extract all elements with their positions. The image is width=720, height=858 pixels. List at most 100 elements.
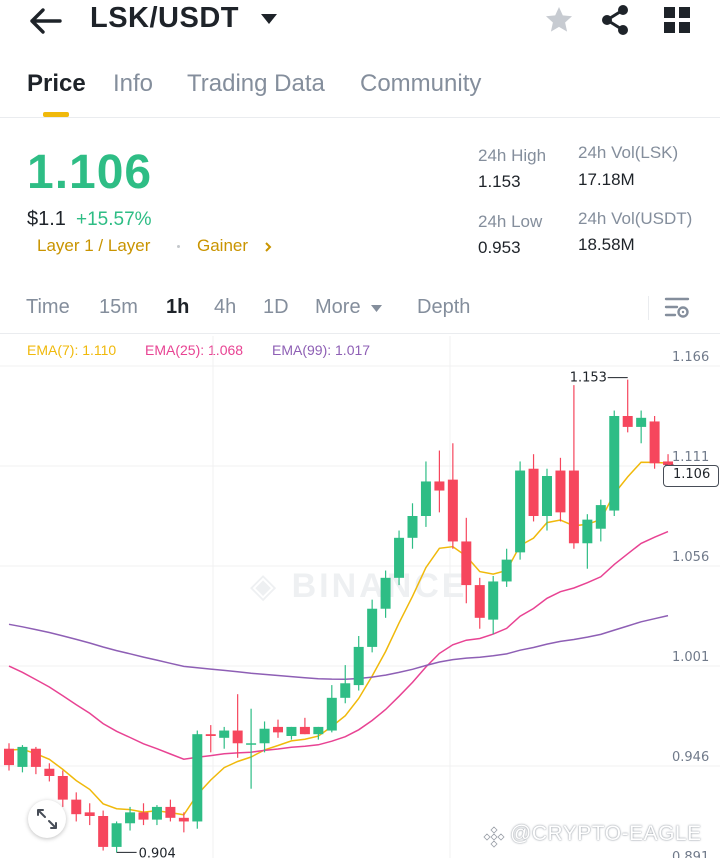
candle-body	[595, 505, 606, 529]
candle-body	[353, 646, 364, 686]
watermark-binance: ◈ BINANCE	[250, 567, 468, 605]
candle-body	[407, 516, 418, 538]
candle-body	[649, 421, 660, 464]
watermark-logo-icon	[483, 826, 505, 848]
candle-body	[434, 481, 445, 491]
candle-body	[394, 537, 405, 578]
candle-body	[4, 748, 14, 766]
tag-gainer[interactable]: Gainer	[197, 236, 249, 255]
low-value: 0.953	[478, 238, 521, 257]
star-icon[interactable]	[543, 4, 575, 36]
last-price: 1.106	[27, 146, 153, 199]
interval-4h[interactable]: 4h	[214, 296, 237, 318]
active-tab-indicator	[43, 112, 69, 117]
candle-body	[138, 812, 149, 820]
y-axis-tick-label: 0.946	[672, 750, 709, 765]
y-axis-tick-label: 0.891	[672, 850, 709, 858]
ema25-line	[8, 530, 669, 760]
candle-body	[246, 743, 257, 745]
caret-down-icon[interactable]	[260, 12, 278, 26]
top-bar: LSK/USDT	[0, 0, 720, 50]
candle-body	[420, 481, 431, 516]
low-label: 24h Low	[478, 212, 543, 231]
share-icon[interactable]	[600, 4, 630, 36]
tag-layer[interactable]: Layer 1 / Layer	[37, 236, 151, 255]
candle-body	[57, 776, 68, 800]
y-axis-tick-label: 1.056	[672, 550, 709, 565]
tab-info[interactable]: Info	[113, 70, 154, 97]
candle-body	[299, 726, 310, 735]
interval-1h[interactable]: 1h	[166, 296, 190, 318]
candle-body	[44, 768, 55, 776]
candle-body	[461, 541, 472, 586]
arrow-left-icon[interactable]	[28, 6, 64, 36]
candle-body	[165, 806, 176, 818]
candle-body	[98, 816, 109, 847]
candle-body	[447, 479, 458, 542]
watermark-text: @CRYPTO-EAGLE	[510, 822, 702, 845]
candle-body	[111, 823, 122, 847]
candle-body	[488, 581, 499, 620]
candle-body	[125, 812, 136, 824]
grid-icon[interactable]	[663, 6, 691, 34]
candle-body	[367, 608, 378, 647]
vol-quote-value: 18.58M	[578, 235, 635, 254]
pair-title[interactable]: LSK/USDT	[90, 2, 239, 34]
y-axis-tick-label: 1.001	[672, 650, 709, 665]
chevron-right-icon[interactable]	[263, 241, 273, 253]
tab-trading-data[interactable]: Trading Data	[187, 70, 325, 97]
high-marker-label: 1.153	[570, 371, 607, 386]
change-percent: +15.57%	[76, 209, 152, 230]
candle-body	[528, 468, 539, 516]
interval-depth[interactable]: Depth	[417, 296, 471, 318]
candle-body	[622, 416, 633, 427]
interval-1d[interactable]: 1D	[263, 296, 289, 318]
candle-body	[259, 728, 270, 744]
high-label: 24h High	[478, 146, 547, 165]
candle-body	[501, 559, 512, 582]
candle-body	[232, 730, 243, 744]
candle-body	[542, 476, 552, 516]
interval-bar: Time 15m 1h 4h 1D More Depth	[0, 290, 720, 334]
current-price-label: 1.106	[673, 467, 711, 482]
candle-body	[205, 734, 216, 736]
y-axis-tick-label: 1.111	[672, 450, 709, 465]
y-axis-tick-label: 1.166	[672, 350, 709, 365]
candle-body	[71, 799, 82, 815]
candle-body	[178, 817, 189, 822]
expand-button[interactable]	[28, 800, 66, 838]
high-value: 1.153	[478, 172, 521, 191]
candle-body	[273, 726, 283, 733]
caret-down-icon[interactable]	[370, 304, 383, 313]
ema99-line	[8, 614, 669, 680]
divider	[648, 296, 649, 320]
ema7-legend: EMA(7): 1.110	[27, 342, 117, 358]
interval-time[interactable]: Time	[26, 296, 70, 318]
vol-base-label: 24h Vol(LSK)	[578, 143, 679, 162]
candle-body	[636, 417, 647, 427]
candle-body	[151, 806, 162, 820]
candle-body	[313, 726, 324, 735]
candle-body	[568, 470, 579, 544]
tab-price[interactable]: Price	[27, 70, 86, 97]
interval-15m[interactable]: 15m	[99, 296, 138, 318]
candle-body	[84, 812, 95, 816]
candle-body	[30, 748, 41, 767]
vol-base-value: 17.18M	[578, 170, 635, 189]
candle-body	[17, 746, 28, 767]
candle-body	[286, 726, 297, 736]
tab-community[interactable]: Community	[360, 70, 482, 97]
candle-body	[380, 577, 391, 609]
chart-settings-icon[interactable]	[664, 296, 690, 320]
low-marker-label: 0.904	[139, 846, 176, 858]
interval-more[interactable]: More	[315, 296, 361, 318]
main-tabs: Price Info Trading Data Community	[0, 68, 720, 118]
candle-body	[340, 683, 351, 698]
ema7-line	[8, 461, 669, 816]
candlestick-chart[interactable]: 1.166 1.111 1.056 1.001 0.946 0.891 1.153 0.90…	[0, 336, 720, 858]
candle-body	[663, 461, 674, 466]
candle-body	[219, 730, 230, 738]
ema99-legend: EMA(99): 1.017	[272, 342, 371, 358]
candle-body	[555, 470, 566, 513]
current-price-tag	[663, 465, 719, 487]
